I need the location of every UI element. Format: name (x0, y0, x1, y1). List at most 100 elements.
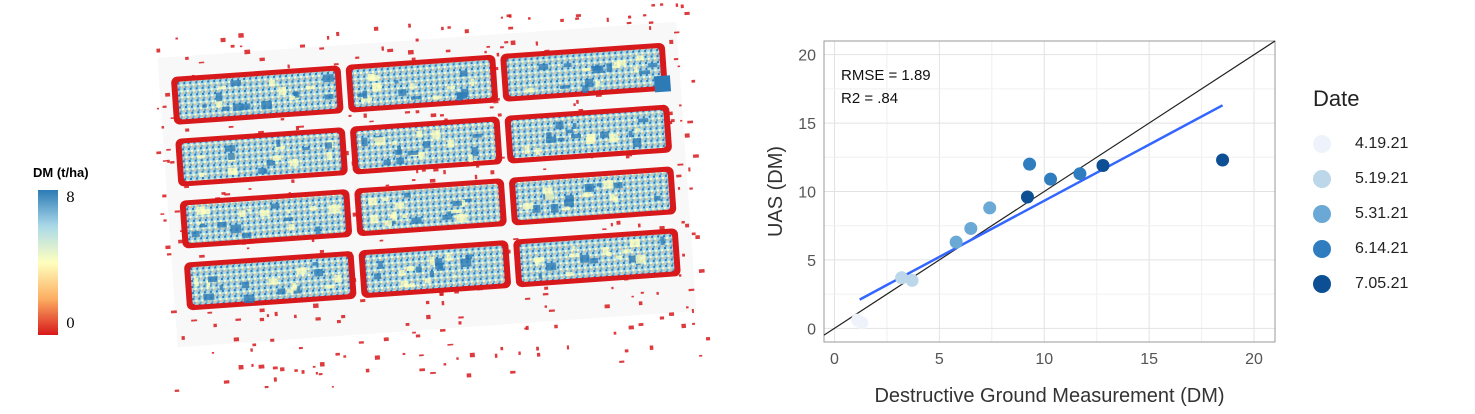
canopy-patch (565, 129, 574, 134)
raster-speck (611, 286, 614, 290)
canopy-patch (555, 121, 564, 130)
canopy-patch (635, 128, 641, 132)
scatter-chart: 0 5 10 15 20 0 5 10 15 20 RMSE = 1.89 R2 = .84 De… (765, 40, 1276, 407)
canopy-patch (326, 151, 333, 161)
canopy-patch (224, 145, 236, 152)
raster-speck (211, 351, 215, 354)
raster-speck (698, 268, 705, 273)
legend-label: 4.19.21 (1355, 135, 1409, 152)
canopy-patch (239, 210, 246, 218)
raster-speck (185, 128, 190, 132)
colorbar-title: DM (t/ha) (33, 165, 89, 180)
raster-speck (279, 367, 285, 372)
raster-speck (685, 306, 689, 309)
raster-speck (221, 191, 226, 195)
raster-speck (681, 220, 685, 224)
canopy-patch (585, 136, 595, 145)
raster-speck (379, 239, 384, 242)
canopy-patch (200, 209, 211, 215)
plot-canopy (186, 194, 346, 244)
canopy-patch (531, 204, 541, 213)
canopy-patch (278, 86, 287, 96)
canopy-patch (218, 85, 227, 90)
canopy-patch (447, 139, 455, 148)
raster-speck (638, 301, 643, 306)
canopy-patch (232, 103, 244, 112)
canopy-patch (324, 284, 335, 289)
raster-speck (185, 56, 189, 61)
raster-speck (341, 314, 346, 319)
raster-speck (443, 169, 446, 175)
canopy-patch (296, 267, 308, 275)
raster-speck (246, 247, 250, 250)
legend-swatch (1313, 170, 1331, 188)
y-axis-label: UAS (DM) (765, 146, 787, 237)
raster-speck (458, 321, 462, 325)
raster-speck (518, 351, 521, 355)
canopy-patch (470, 78, 475, 87)
raster-speck (319, 249, 325, 254)
raster-speck (198, 61, 205, 64)
raster-speck (346, 150, 349, 156)
raster-speck (687, 120, 694, 124)
canopy-patch (429, 270, 435, 278)
raster-speck (486, 45, 491, 48)
raster-speck (213, 323, 217, 328)
canopy-patch (533, 256, 545, 263)
raster-speck (419, 354, 424, 357)
regression-line (859, 104, 1224, 301)
raster-speck (691, 79, 696, 83)
data-point (1216, 153, 1230, 167)
raster-speck (166, 148, 171, 151)
canopy-patch (446, 252, 452, 262)
raster-speck (695, 235, 700, 240)
raster-speck (496, 52, 500, 57)
raster-speck (494, 353, 498, 358)
plot-canopy (177, 70, 338, 120)
raster-speck (415, 38, 419, 42)
canopy-patch (525, 87, 535, 93)
canopy-patch (570, 133, 582, 139)
raster-speck (566, 345, 570, 350)
raster-speck (178, 239, 184, 244)
raster-speck (510, 370, 516, 374)
data-point (1096, 159, 1110, 173)
canopy-patch (371, 82, 381, 92)
raster-speck (604, 304, 610, 309)
canopy-patch (219, 285, 224, 291)
raster-speck (373, 26, 379, 31)
legend-swatch (1313, 135, 1331, 153)
canopy-patch (602, 246, 609, 256)
raster-speck (548, 309, 555, 313)
colorbar (38, 190, 58, 335)
canopy-patch (545, 262, 557, 271)
raster-speck (689, 187, 693, 190)
raster-speck (415, 334, 421, 338)
raster-speck (692, 154, 699, 158)
raster-speck (659, 3, 664, 6)
raster-speck (606, 17, 609, 23)
plot-frame (823, 40, 1276, 343)
raster-speck (355, 56, 360, 59)
raster-speck (425, 300, 430, 305)
raster-speck (166, 253, 172, 256)
canopy-patch (272, 155, 282, 161)
legend-item: 6.14.21 (1313, 238, 1408, 260)
canopy-patch (542, 187, 553, 194)
raster-speck (638, 322, 644, 327)
data-point (905, 273, 919, 287)
canopy-patch (568, 252, 580, 258)
colorbar-max-label: 8 (66, 190, 75, 206)
raster-speck (291, 179, 295, 183)
raster-speck (387, 48, 394, 53)
canopy-patch (361, 137, 368, 147)
field-plots (156, 3, 711, 393)
raster-speck (489, 106, 494, 109)
raster-speck (259, 57, 265, 62)
raster-speck (162, 194, 167, 198)
canopy-patch (559, 84, 570, 90)
canopy-patch (595, 64, 599, 69)
raster-speck (576, 99, 579, 104)
data-point (964, 221, 978, 235)
canopy-patch (398, 89, 407, 97)
